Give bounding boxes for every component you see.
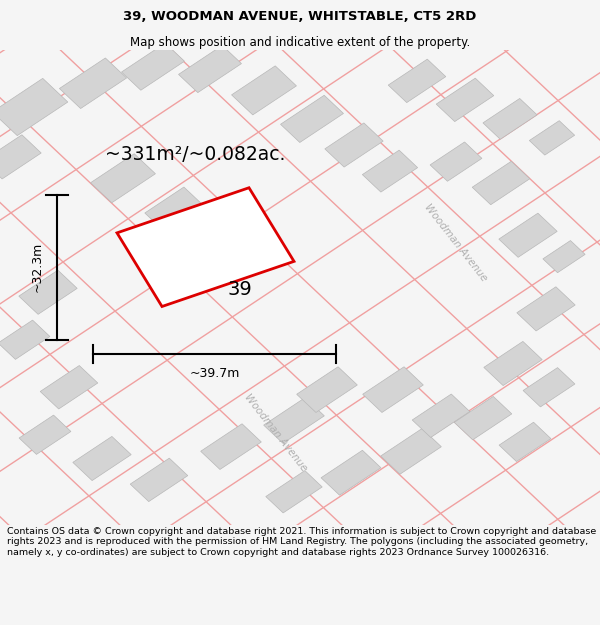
Polygon shape [281, 95, 343, 142]
Polygon shape [145, 187, 203, 231]
Polygon shape [380, 429, 442, 474]
Polygon shape [472, 161, 530, 205]
Text: ~39.7m: ~39.7m [190, 368, 239, 380]
Polygon shape [499, 213, 557, 258]
Polygon shape [0, 135, 41, 179]
Polygon shape [543, 241, 585, 272]
Polygon shape [232, 66, 296, 115]
Polygon shape [179, 46, 241, 92]
Polygon shape [266, 471, 322, 513]
Polygon shape [200, 424, 262, 469]
Polygon shape [325, 123, 383, 167]
Text: ~331m²/~0.082ac.: ~331m²/~0.082ac. [105, 145, 286, 164]
Text: Woodman Avenue: Woodman Avenue [423, 202, 489, 283]
Polygon shape [454, 396, 512, 440]
Polygon shape [362, 367, 424, 413]
Text: Woodman Avenue: Woodman Avenue [243, 392, 309, 473]
Polygon shape [19, 415, 71, 454]
Polygon shape [73, 436, 131, 481]
Polygon shape [483, 99, 537, 139]
Text: 39: 39 [227, 281, 253, 299]
Polygon shape [517, 287, 575, 331]
Polygon shape [529, 121, 575, 155]
Polygon shape [117, 188, 294, 306]
Polygon shape [362, 150, 418, 192]
Polygon shape [91, 154, 155, 202]
Polygon shape [388, 59, 446, 102]
Polygon shape [122, 43, 184, 90]
Text: ~32.3m: ~32.3m [31, 242, 44, 292]
Polygon shape [523, 368, 575, 407]
Polygon shape [499, 422, 551, 461]
Text: Map shows position and indicative extent of the property.: Map shows position and indicative extent… [130, 36, 470, 49]
Polygon shape [130, 458, 188, 502]
Polygon shape [484, 341, 542, 386]
Polygon shape [0, 320, 50, 359]
Polygon shape [436, 78, 494, 122]
Polygon shape [296, 367, 358, 413]
Polygon shape [263, 398, 325, 443]
Text: Contains OS data © Crown copyright and database right 2021. This information is : Contains OS data © Crown copyright and d… [7, 527, 596, 557]
Polygon shape [0, 78, 68, 136]
Text: 39, WOODMAN AVENUE, WHITSTABLE, CT5 2RD: 39, WOODMAN AVENUE, WHITSTABLE, CT5 2RD [124, 10, 476, 23]
Polygon shape [430, 142, 482, 181]
Polygon shape [412, 394, 470, 438]
Polygon shape [19, 270, 77, 314]
Polygon shape [321, 450, 381, 495]
Polygon shape [40, 366, 98, 409]
Polygon shape [59, 58, 127, 109]
